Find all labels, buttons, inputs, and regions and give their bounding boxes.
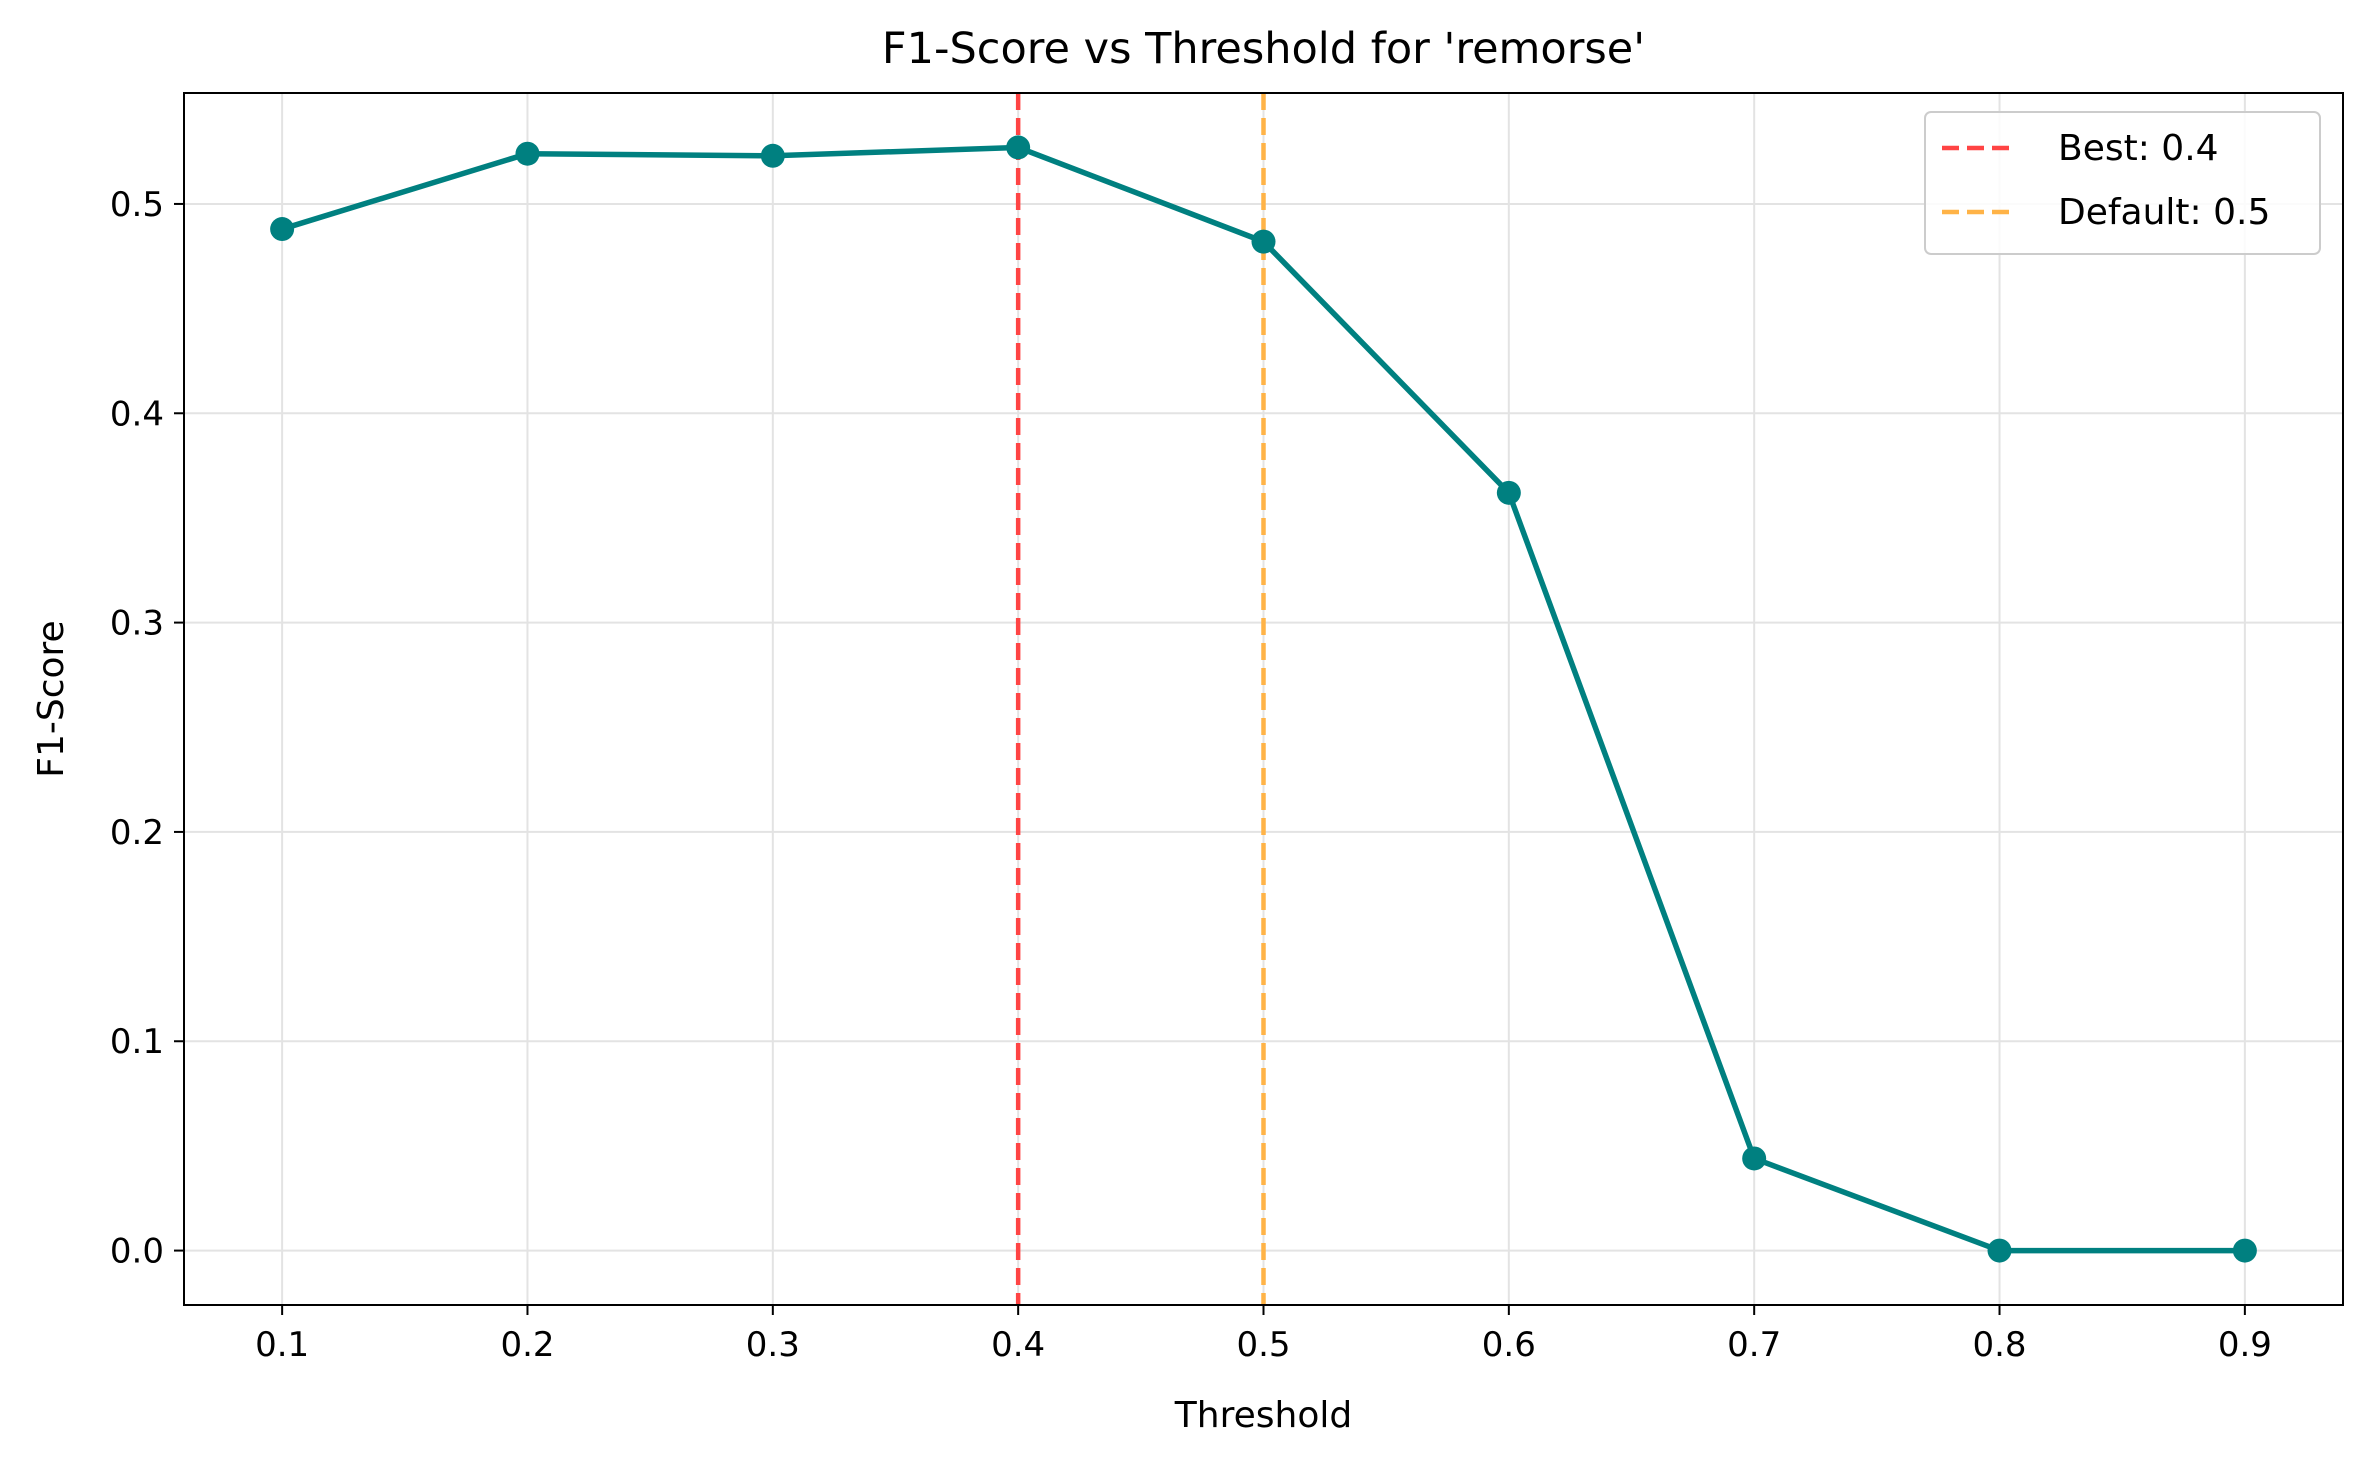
y-axis: 0.0 0.1 0.2 0.3 0.4 0.5 [110, 185, 184, 1272]
data-point [1006, 135, 1031, 160]
x-tick-label: 0.6 [1482, 1325, 1536, 1365]
y-tick-label: 0.5 [110, 185, 164, 225]
x-axis-label: Threshold [1174, 1395, 1352, 1436]
data-point [270, 217, 295, 242]
data-point [1742, 1146, 1767, 1171]
y-tick-label: 0.3 [110, 604, 164, 644]
y-tick-label: 0.4 [110, 394, 164, 434]
data-point [2232, 1238, 2257, 1263]
x-tick-label: 0.3 [746, 1325, 800, 1365]
x-tick-label: 0.5 [1236, 1325, 1290, 1365]
x-tick-label: 0.8 [1972, 1325, 2026, 1365]
y-tick-label: 0.2 [110, 813, 164, 853]
x-axis: 0.1 0.2 0.3 0.4 0.5 0.6 0.7 0.8 0.9 [255, 1305, 2272, 1365]
y-axis-label: F1-Score [31, 620, 72, 777]
reference-lines [1015, 93, 1266, 1305]
x-tick-label: 0.2 [500, 1325, 554, 1365]
x-tick-label: 0.9 [2218, 1325, 2272, 1365]
y-tick-label: 0.0 [110, 1232, 164, 1272]
data-point [1987, 1238, 2012, 1263]
y-tick-label: 0.1 [110, 1022, 164, 1062]
x-tick-label: 0.4 [991, 1325, 1045, 1365]
legend-label-best: Best: 0.4 [2058, 128, 2219, 169]
legend-label-default: Default: 0.5 [2058, 192, 2270, 233]
chart-title: F1-Score vs Threshold for 'remorse' [882, 24, 1645, 74]
x-tick-label: 0.7 [1727, 1325, 1781, 1365]
data-point [760, 143, 785, 168]
legend-box [1924, 111, 2321, 255]
data-point [1496, 480, 1521, 505]
series-group [270, 135, 2257, 1263]
data-point [1251, 229, 1276, 254]
legend: Best: 0.4 Default: 0.5 [1924, 111, 2321, 255]
data-point [515, 141, 540, 166]
x-tick-label: 0.1 [255, 1325, 309, 1365]
